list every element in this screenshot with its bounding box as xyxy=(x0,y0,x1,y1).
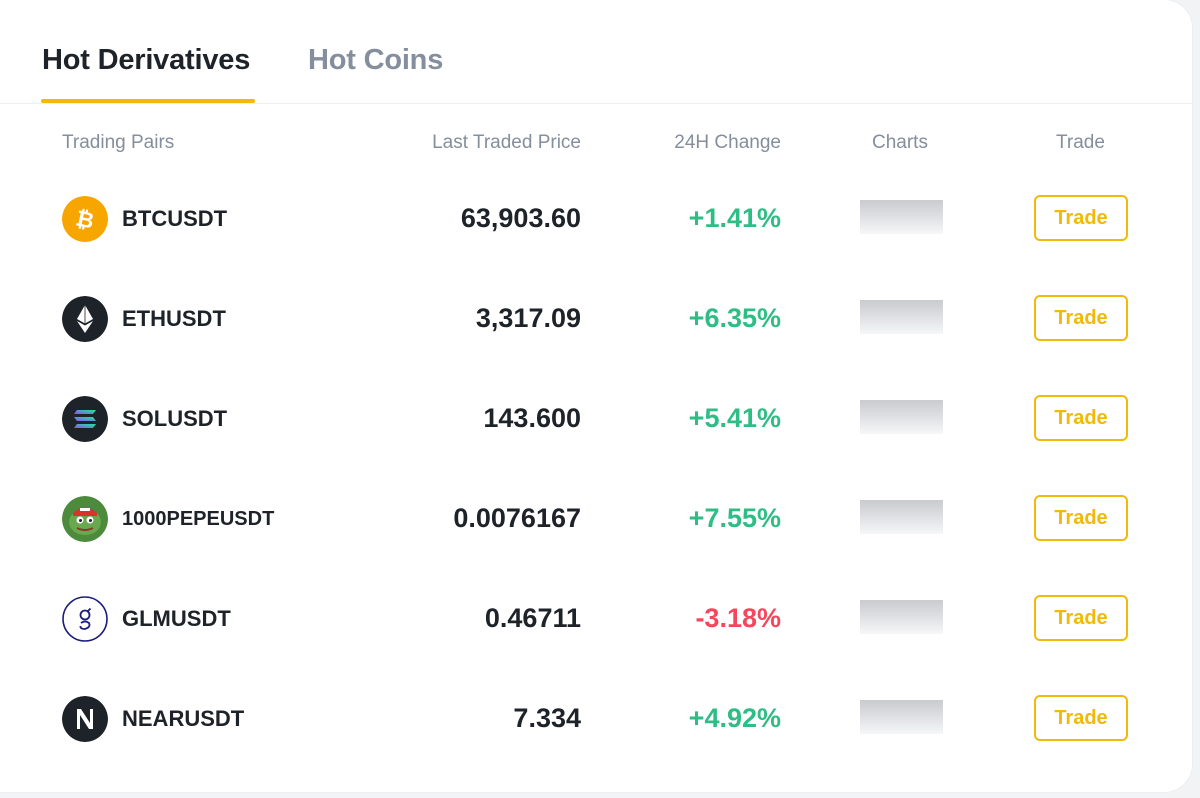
change-percent: -3.18% xyxy=(695,603,781,633)
table-row[interactable]: NEARUSDT 7.334 +4.92% Trade xyxy=(0,672,1192,772)
last-price: 63,903.60 xyxy=(460,203,581,233)
column-header-charts: Charts xyxy=(872,132,928,153)
near-icon xyxy=(62,696,108,742)
pepe-icon xyxy=(62,496,108,542)
sparkline-chart[interactable] xyxy=(860,200,943,234)
pair-name: ETHUSDT xyxy=(122,306,226,331)
sparkline-chart[interactable] xyxy=(860,300,943,334)
trade-button[interactable]: Trade xyxy=(1034,595,1128,641)
table-row[interactable]: SOLUSDT 143.600 +5.41% Trade xyxy=(0,372,1192,472)
trade-button[interactable]: Trade xyxy=(1034,295,1128,341)
pair-name: 1000PEPEUSDT xyxy=(122,508,275,530)
change-percent: +1.41% xyxy=(688,203,781,233)
table-row[interactable]: ETHUSDT 3,317.09 +6.35% Trade xyxy=(0,272,1192,372)
change-percent: +7.55% xyxy=(688,503,781,533)
last-price: 0.0076167 xyxy=(453,503,581,533)
last-price: 3,317.09 xyxy=(475,303,581,333)
pair-name: GLMUSDT xyxy=(122,606,231,631)
column-header-last-traded-price: Last Traded Price xyxy=(432,132,581,153)
svg-text:₿: ₿ xyxy=(73,206,96,234)
trade-button[interactable]: Trade xyxy=(1034,695,1128,741)
golem-icon xyxy=(62,596,108,642)
column-header-24h-change: 24H Change xyxy=(674,132,781,153)
tab-bar: Hot Derivatives Hot Coins xyxy=(0,0,1192,104)
sparkline-chart[interactable] xyxy=(860,700,943,734)
column-header-trading-pairs: Trading Pairs xyxy=(62,132,175,153)
active-tab-indicator xyxy=(41,99,255,103)
tab-hot-coins[interactable]: Hot Coins xyxy=(308,44,444,76)
solana-icon xyxy=(62,396,108,442)
tab-hot-derivatives[interactable]: Hot Derivatives xyxy=(42,44,251,76)
sparkline-chart[interactable] xyxy=(860,500,943,534)
pair-name: NEARUSDT xyxy=(122,706,245,731)
sparkline-chart[interactable] xyxy=(860,600,943,634)
sparkline-chart[interactable] xyxy=(860,400,943,434)
trade-button[interactable]: Trade xyxy=(1034,195,1128,241)
change-percent: +4.92% xyxy=(688,703,781,733)
change-percent: +6.35% xyxy=(688,303,781,333)
pair-name: SOLUSDT xyxy=(122,406,228,431)
table-row[interactable]: GLMUSDT 0.46711 -3.18% Trade xyxy=(0,572,1192,672)
table-row[interactable]: ₿ BTCUSDT 63,903.60 +1.41% Trade xyxy=(0,172,1192,272)
last-price: 0.46711 xyxy=(484,603,581,633)
trade-button[interactable]: Trade xyxy=(1034,395,1128,441)
bitcoin-icon: ₿ xyxy=(62,196,108,242)
column-header-trade: Trade xyxy=(1056,132,1105,153)
trade-button[interactable]: Trade xyxy=(1034,495,1128,541)
pair-name: BTCUSDT xyxy=(122,206,228,231)
change-percent: +5.41% xyxy=(688,403,781,433)
last-price: 143.600 xyxy=(483,403,581,433)
ethereum-icon xyxy=(62,296,108,342)
table-row[interactable]: 1000PEPEUSDT 0.0076167 +7.55% Trade xyxy=(0,472,1192,572)
last-price: 7.334 xyxy=(513,703,581,733)
